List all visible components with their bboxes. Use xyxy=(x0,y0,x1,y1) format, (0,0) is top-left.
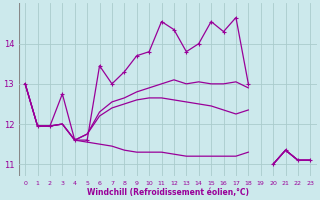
X-axis label: Windchill (Refroidissement éolien,°C): Windchill (Refroidissement éolien,°C) xyxy=(87,188,249,197)
